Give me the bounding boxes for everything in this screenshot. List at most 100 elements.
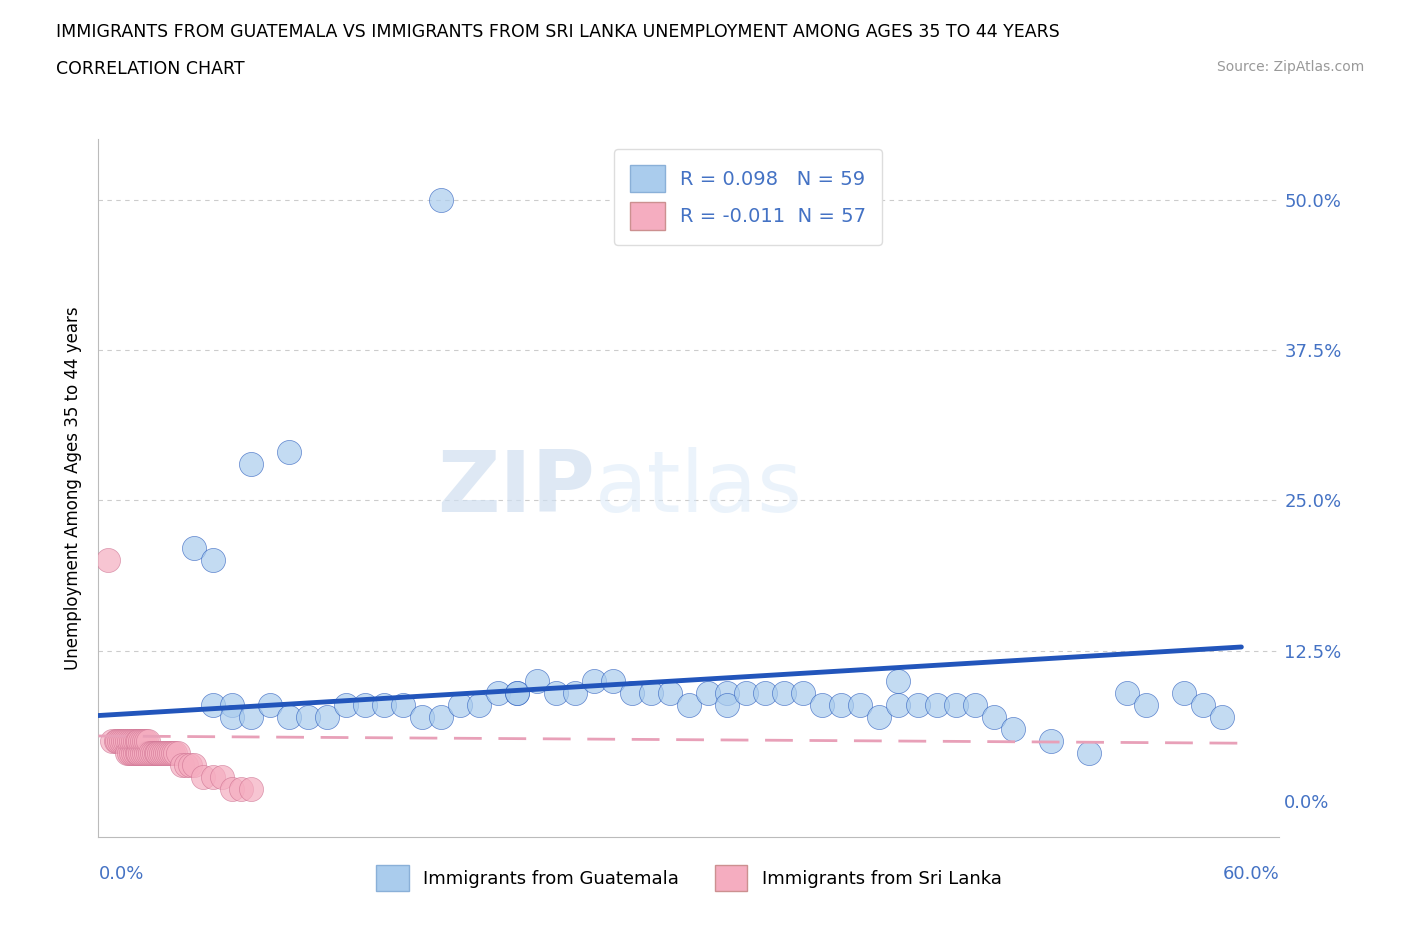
- Point: [697, 685, 720, 700]
- Point: [430, 193, 453, 207]
- Point: [277, 445, 299, 459]
- Point: [162, 745, 184, 760]
- Point: [136, 734, 159, 749]
- Point: [354, 698, 377, 712]
- Point: [335, 698, 357, 712]
- Text: atlas: atlas: [595, 446, 803, 530]
- Point: [97, 553, 120, 568]
- Point: [167, 745, 190, 760]
- Point: [131, 734, 153, 749]
- Point: [142, 745, 165, 760]
- Point: [1173, 685, 1195, 700]
- Point: [145, 745, 167, 760]
- Point: [100, 734, 122, 749]
- Point: [107, 734, 129, 749]
- Point: [488, 685, 510, 700]
- Point: [716, 698, 738, 712]
- Point: [112, 734, 135, 749]
- Point: [830, 698, 852, 712]
- Point: [157, 745, 180, 760]
- Point: [1078, 745, 1101, 760]
- Point: [120, 734, 142, 749]
- Point: [506, 685, 529, 700]
- Point: [201, 769, 224, 784]
- Point: [174, 757, 197, 772]
- Point: [392, 698, 415, 712]
- Point: [193, 769, 215, 784]
- Point: [468, 698, 491, 712]
- Point: [120, 745, 142, 760]
- Point: [183, 757, 205, 772]
- Point: [125, 745, 148, 760]
- Point: [602, 673, 624, 688]
- Text: ZIP: ZIP: [437, 446, 595, 530]
- Point: [118, 734, 141, 749]
- Point: [849, 698, 872, 712]
- Point: [430, 710, 453, 724]
- Point: [1116, 685, 1139, 700]
- Point: [658, 685, 681, 700]
- Point: [108, 734, 131, 749]
- Point: [121, 734, 143, 749]
- Point: [201, 698, 224, 712]
- Point: [141, 745, 163, 760]
- Point: [159, 745, 181, 760]
- Point: [1135, 698, 1157, 712]
- Point: [582, 673, 605, 688]
- Point: [201, 553, 224, 568]
- Point: [678, 698, 700, 712]
- Point: [121, 745, 143, 760]
- Point: [925, 698, 948, 712]
- Point: [811, 698, 834, 712]
- Point: [773, 685, 796, 700]
- Point: [640, 685, 662, 700]
- Y-axis label: Unemployment Among Ages 35 to 44 years: Unemployment Among Ages 35 to 44 years: [65, 307, 83, 670]
- Point: [134, 734, 156, 749]
- Text: IMMIGRANTS FROM GUATEMALA VS IMMIGRANTS FROM SRI LANKA UNEMPLOYMENT AMONG AGES 3: IMMIGRANTS FROM GUATEMALA VS IMMIGRANTS …: [56, 23, 1060, 41]
- Point: [564, 685, 586, 700]
- Point: [963, 698, 986, 712]
- Text: CORRELATION CHART: CORRELATION CHART: [56, 60, 245, 78]
- Point: [411, 710, 433, 724]
- Point: [1211, 710, 1233, 724]
- Point: [129, 745, 152, 760]
- Point: [506, 685, 529, 700]
- Point: [114, 734, 136, 749]
- Point: [1001, 722, 1024, 737]
- Point: [620, 685, 643, 700]
- Point: [945, 698, 967, 712]
- Point: [146, 745, 169, 760]
- Point: [152, 745, 174, 760]
- Point: [297, 710, 319, 724]
- Point: [135, 734, 157, 749]
- Point: [183, 541, 205, 556]
- Point: [1039, 734, 1062, 749]
- Point: [316, 710, 339, 724]
- Point: [118, 745, 141, 760]
- Point: [139, 745, 162, 760]
- Point: [127, 745, 149, 760]
- Point: [125, 734, 148, 749]
- Point: [179, 757, 201, 772]
- Point: [792, 685, 814, 700]
- Point: [150, 745, 173, 760]
- Point: [156, 745, 179, 760]
- Point: [104, 734, 127, 749]
- Point: [259, 698, 281, 712]
- Point: [239, 457, 262, 472]
- Point: [134, 745, 156, 760]
- Point: [221, 710, 243, 724]
- Text: Source: ZipAtlas.com: Source: ZipAtlas.com: [1216, 60, 1364, 74]
- Point: [163, 745, 186, 760]
- Point: [211, 769, 233, 784]
- Text: 60.0%: 60.0%: [1223, 865, 1279, 883]
- Point: [127, 734, 149, 749]
- Point: [239, 781, 262, 796]
- Point: [231, 781, 253, 796]
- Point: [754, 685, 776, 700]
- Point: [136, 745, 159, 760]
- Text: 0.0%: 0.0%: [98, 865, 143, 883]
- Point: [115, 745, 138, 760]
- Point: [1192, 698, 1215, 712]
- Point: [735, 685, 758, 700]
